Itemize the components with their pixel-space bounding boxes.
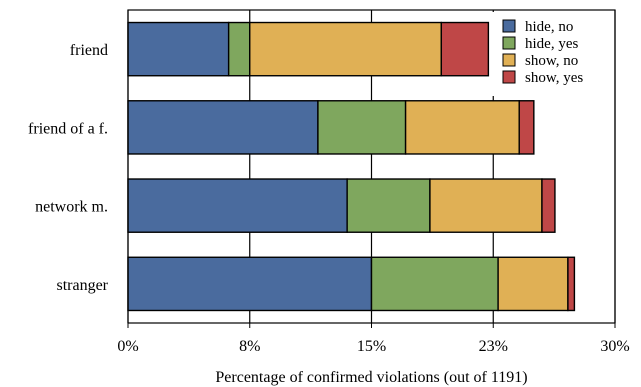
bars — [127, 21, 576, 312]
x-tick-label: 23% — [479, 338, 508, 355]
legend-swatch — [502, 70, 516, 84]
bar-segment — [440, 21, 490, 77]
legend-label: show, yes — [525, 70, 583, 86]
x-tick-label: 30% — [600, 338, 629, 355]
bar-segment — [227, 21, 251, 77]
category-label: friend — [70, 42, 108, 59]
bar-segment — [518, 100, 535, 155]
bar-segment — [127, 178, 348, 233]
category-label: network m. — [35, 199, 108, 216]
legend-swatch — [502, 53, 516, 67]
legend-swatch — [502, 36, 516, 50]
category-label: stranger — [56, 277, 108, 294]
bar-segment — [541, 178, 556, 233]
bar-segment — [346, 178, 431, 233]
bar-segment — [249, 21, 443, 77]
legend-label: hide, yes — [525, 36, 578, 52]
x-tick-label: 15% — [357, 338, 386, 355]
legend-label: hide, no — [525, 19, 573, 35]
x-axis-label: Percentage of confirmed violations (out … — [215, 369, 527, 386]
x-tick-label: 8% — [239, 338, 260, 355]
legend-swatch — [502, 19, 516, 33]
bar-segment — [404, 100, 520, 155]
bar-segment — [127, 256, 373, 312]
bar-segment — [567, 256, 576, 312]
bar-segment — [497, 256, 569, 312]
y-axis-labels: friend friend of a f. network m. stranger — [28, 42, 109, 294]
bar-segment — [317, 100, 407, 155]
bar-segment — [370, 256, 499, 312]
x-axis-ticks: 0% 8% 15% 23% 30% — [117, 323, 630, 355]
bar-segment — [127, 100, 319, 155]
category-label: friend of a f. — [28, 120, 108, 137]
x-tick-label: 0% — [117, 338, 138, 355]
legend-label: show, no — [525, 53, 578, 69]
bar-segment — [127, 21, 230, 77]
bar-segment — [429, 178, 543, 233]
